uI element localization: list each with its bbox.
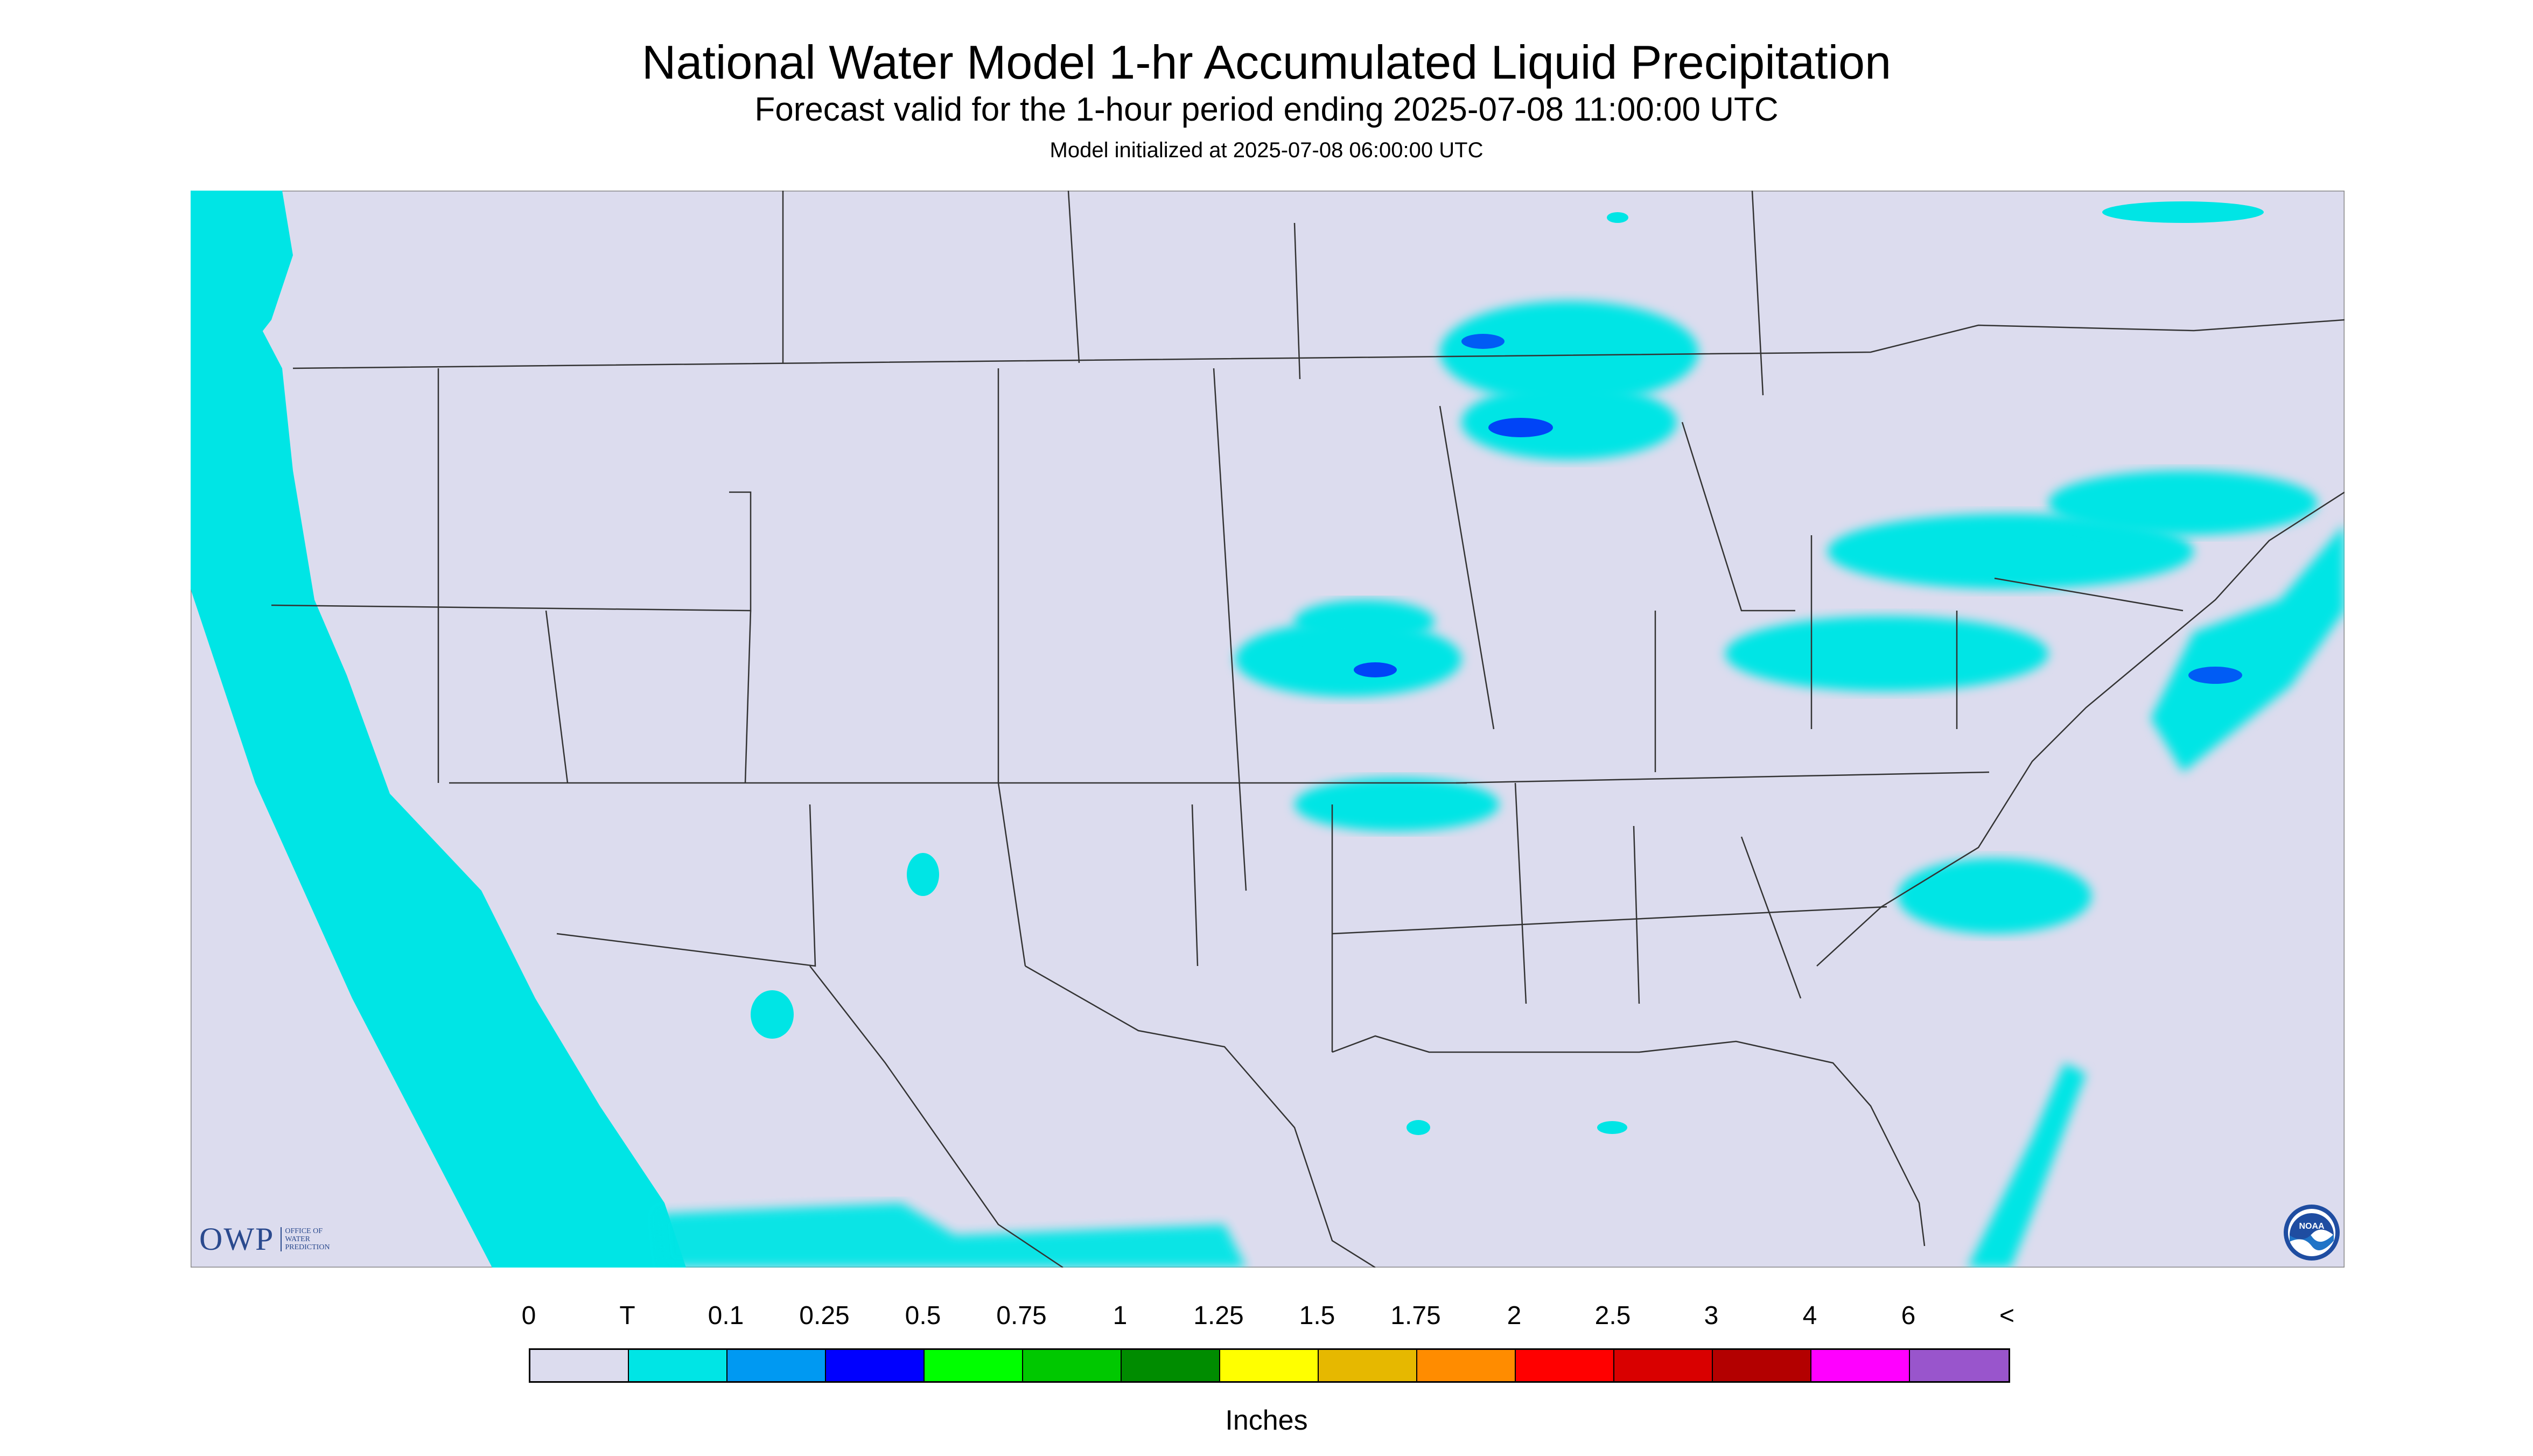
precip-atlantic: [1898, 858, 2091, 934]
legend-tick-label: 0.5: [905, 1301, 941, 1330]
legend-tick-label: 0: [521, 1301, 536, 1330]
precip-heavy-superior: [1488, 418, 1553, 437]
legend-swatch: [1614, 1350, 1713, 1381]
owp-logo-line: PREDICTION: [285, 1243, 330, 1251]
legend-swatch: [925, 1350, 1023, 1381]
legend-tick-label: 1.25: [1193, 1301, 1244, 1330]
precip-south-strip: [659, 1203, 1246, 1268]
legend-swatch: [826, 1350, 925, 1381]
precip-southeast-corner: [1968, 1063, 2086, 1268]
legend-color-bar: [529, 1348, 2010, 1383]
legend-swatch: [1319, 1350, 1417, 1381]
legend-tick-label: 0.25: [799, 1301, 850, 1330]
legend-tick-label: 4: [1802, 1301, 1817, 1330]
legend-tick-label: 1.5: [1299, 1301, 1335, 1330]
boundary-lines: [271, 190, 2345, 1269]
legend-swatch: [1023, 1350, 1122, 1381]
precip-new-england: [2048, 471, 2318, 535]
map-title: National Water Model 1-hr Accumulated Li…: [641, 36, 1892, 89]
noaa-logo-text: NOAA: [2299, 1222, 2325, 1231]
precip-cell-gulf: [1407, 1120, 1430, 1135]
legend-tick-label: T: [619, 1301, 635, 1330]
precip-northeast-coast: [2151, 524, 2345, 772]
legend-swatch: [727, 1350, 826, 1381]
legend-units: Inches: [1225, 1405, 1308, 1436]
legend-tick-label: 1.75: [1390, 1301, 1441, 1330]
legend-tick-label: 0.75: [996, 1301, 1047, 1330]
legend-swatch: [1910, 1350, 2009, 1381]
legend-swatch: [530, 1350, 629, 1381]
legend-tick-label: 6: [1901, 1301, 1916, 1330]
precip-heavy-northeast: [2188, 667, 2242, 684]
precip-heavy-iowa: [1354, 662, 1397, 677]
model-init-time: Model initialized at 2025-07-08 06:00:00…: [1049, 138, 1484, 162]
legend-swatch: [1417, 1350, 1516, 1381]
precip-ontario: [1828, 514, 2194, 589]
owp-logo-text: OFFICE OF WATER PREDICTION: [281, 1227, 330, 1251]
precip-cell-nm: [907, 853, 939, 896]
owp-logo-line: OFFICE OF: [285, 1227, 323, 1235]
legend-swatch: [1122, 1350, 1220, 1381]
legend-swatch: [1220, 1350, 1319, 1381]
legend-swatch: [1516, 1350, 1614, 1381]
map-subtitle: Forecast valid for the 1-hour period end…: [754, 91, 1779, 128]
precip-arkansas: [1295, 778, 1499, 831]
legend-swatch: [629, 1350, 727, 1381]
legend-tick-label: 0.1: [708, 1301, 744, 1330]
precip-cell-arizona: [751, 990, 794, 1039]
precip-ohio: [1725, 616, 2048, 691]
precip-cell-qc: [2102, 201, 2264, 223]
legend-tick-label: 1: [1112, 1301, 1128, 1330]
legend-tick-label: 2.5: [1594, 1301, 1631, 1330]
precip-upper-michigan: [1461, 384, 1677, 460]
precipitation-map: [190, 190, 2346, 1269]
noaa-logo: NOAA: [2284, 1205, 2340, 1261]
owp-logo: OWP OFFICE OF WATER PREDICTION: [199, 1218, 330, 1260]
legend-swatch: [1811, 1350, 1910, 1381]
legend-tick-label: 3: [1704, 1301, 1719, 1330]
legend-tick-label: <: [1999, 1301, 2015, 1330]
precip-iowa: [1235, 621, 1461, 697]
precip-cell-gulf-2: [1597, 1121, 1627, 1134]
precip-pacific-north: [191, 191, 293, 395]
precip-iowa-2: [1295, 600, 1435, 643]
legend-tick-label: 2: [1507, 1301, 1522, 1330]
owp-logo-line: WATER: [285, 1235, 311, 1243]
legend-swatch: [1713, 1350, 1811, 1381]
legend-labels: 0 T 0.1 0.25 0.5 0.75 1 1.25 1.5 1.75 2 2.5 3 4 6 <: [0, 1300, 2533, 1338]
precip-lake-superior: [1440, 301, 1698, 403]
owp-logo-mark: OWP: [199, 1221, 275, 1257]
precip-heavy-superior-2: [1461, 334, 1505, 349]
precip-cell-canada: [1607, 212, 1628, 223]
